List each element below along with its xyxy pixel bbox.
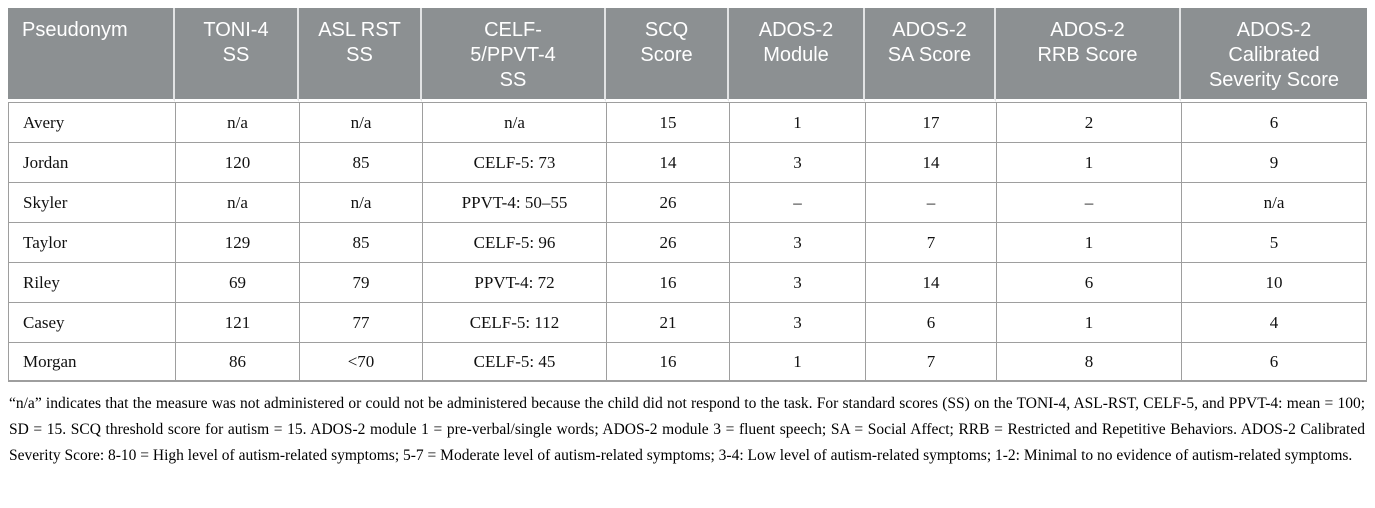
col-header-ados2-calibrated-severity-score: ADOS-2 Calibrated Severity Score — [1181, 8, 1367, 102]
cell-asl-rst-ss: 85 — [299, 142, 422, 182]
cell-pseudonym: Taylor — [8, 222, 175, 262]
cell-ados2-module: 3 — [729, 142, 865, 182]
cell-ados2-calibrated-severity-score: 4 — [1181, 302, 1367, 342]
cell-toni4-ss: n/a — [175, 102, 299, 142]
cell-asl-rst-ss: <70 — [299, 342, 422, 382]
cell-scq-score: 16 — [606, 262, 729, 302]
table-row-jordan: Jordan 120 85 CELF-5: 73 14 3 14 1 9 — [8, 142, 1367, 182]
cell-pseudonym: Jordan — [8, 142, 175, 182]
cell-toni4-ss: n/a — [175, 182, 299, 222]
table-row-morgan: Morgan 86 <70 CELF-5: 45 16 1 7 8 6 — [8, 342, 1367, 382]
cell-toni4-ss: 86 — [175, 342, 299, 382]
cell-scq-score: 26 — [606, 182, 729, 222]
cell-ados2-calibrated-severity-score: 5 — [1181, 222, 1367, 262]
table-header: Pseudonym TONI-4 SS ASL RST SS CELF- 5/P… — [8, 8, 1367, 102]
table-row-casey: Casey 121 77 CELF-5: 112 21 3 6 1 4 — [8, 302, 1367, 342]
cell-asl-rst-ss: n/a — [299, 182, 422, 222]
cell-ados2-sa-score: 14 — [865, 262, 996, 302]
cell-celf5-ppvt4-ss: PPVT-4: 72 — [422, 262, 606, 302]
cell-ados2-module: – — [729, 182, 865, 222]
cell-celf5-ppvt4-ss: CELF-5: 96 — [422, 222, 606, 262]
cell-asl-rst-ss: n/a — [299, 102, 422, 142]
cell-asl-rst-ss: 79 — [299, 262, 422, 302]
cell-ados2-module: 1 — [729, 342, 865, 382]
cell-asl-rst-ss: 85 — [299, 222, 422, 262]
cell-pseudonym: Casey — [8, 302, 175, 342]
cell-ados2-rrb-score: 1 — [996, 302, 1181, 342]
cell-celf5-ppvt4-ss: CELF-5: 112 — [422, 302, 606, 342]
cell-ados2-module: 3 — [729, 302, 865, 342]
cell-celf5-ppvt4-ss: PPVT-4: 50–55 — [422, 182, 606, 222]
cell-ados2-module: 3 — [729, 222, 865, 262]
cell-celf5-ppvt4-ss: n/a — [422, 102, 606, 142]
table-footnote: “n/a” indicates that the measure was not… — [9, 395, 1365, 464]
cell-scq-score: 14 — [606, 142, 729, 182]
col-header-ados2-module: ADOS-2 Module — [729, 8, 865, 102]
cell-ados2-rrb-score: 1 — [996, 222, 1181, 262]
cell-ados2-module: 3 — [729, 262, 865, 302]
cell-ados2-sa-score: 7 — [865, 222, 996, 262]
cell-ados2-rrb-score: – — [996, 182, 1181, 222]
table-row-riley: Riley 69 79 PPVT-4: 72 16 3 14 6 10 — [8, 262, 1367, 302]
cell-ados2-rrb-score: 8 — [996, 342, 1181, 382]
cell-toni4-ss: 129 — [175, 222, 299, 262]
col-header-ados2-sa-score: ADOS-2 SA Score — [865, 8, 996, 102]
col-header-scq-score: SCQ Score — [606, 8, 729, 102]
cell-pseudonym: Morgan — [8, 342, 175, 382]
cell-celf5-ppvt4-ss: CELF-5: 45 — [422, 342, 606, 382]
col-header-ados2-rrb-score: ADOS-2 RRB Score — [996, 8, 1181, 102]
cell-asl-rst-ss: 77 — [299, 302, 422, 342]
cell-celf5-ppvt4-ss: CELF-5: 73 — [422, 142, 606, 182]
participant-scores-table: Pseudonym TONI-4 SS ASL RST SS CELF- 5/P… — [8, 8, 1367, 382]
cell-ados2-calibrated-severity-score: 6 — [1181, 102, 1367, 142]
cell-ados2-sa-score: 14 — [865, 142, 996, 182]
cell-scq-score: 26 — [606, 222, 729, 262]
cell-toni4-ss: 69 — [175, 262, 299, 302]
paper-table-figure: Pseudonym TONI-4 SS ASL RST SS CELF- 5/P… — [8, 8, 1367, 464]
cell-ados2-module: 1 — [729, 102, 865, 142]
cell-ados2-calibrated-severity-score: 9 — [1181, 142, 1367, 182]
header-row: Pseudonym TONI-4 SS ASL RST SS CELF- 5/P… — [8, 8, 1367, 102]
cell-ados2-calibrated-severity-score: n/a — [1181, 182, 1367, 222]
cell-pseudonym: Skyler — [8, 182, 175, 222]
cell-ados2-rrb-score: 1 — [996, 142, 1181, 182]
table-body: Avery n/a n/a n/a 15 1 17 2 6 Jordan 120… — [8, 102, 1367, 382]
cell-ados2-sa-score: – — [865, 182, 996, 222]
col-header-asl-rst-ss: ASL RST SS — [299, 8, 422, 102]
cell-ados2-rrb-score: 2 — [996, 102, 1181, 142]
table-row-skyler: Skyler n/a n/a PPVT-4: 50–55 26 – – – n/… — [8, 182, 1367, 222]
cell-toni4-ss: 120 — [175, 142, 299, 182]
col-header-toni4-ss: TONI-4 SS — [175, 8, 299, 102]
cell-pseudonym: Avery — [8, 102, 175, 142]
col-header-pseudonym: Pseudonym — [8, 8, 175, 102]
cell-ados2-sa-score: 6 — [865, 302, 996, 342]
col-header-celf5-ppvt4-ss: CELF- 5/PPVT-4 SS — [422, 8, 606, 102]
cell-ados2-sa-score: 17 — [865, 102, 996, 142]
cell-ados2-sa-score: 7 — [865, 342, 996, 382]
table-row-taylor: Taylor 129 85 CELF-5: 96 26 3 7 1 5 — [8, 222, 1367, 262]
cell-ados2-calibrated-severity-score: 10 — [1181, 262, 1367, 302]
cell-pseudonym: Riley — [8, 262, 175, 302]
cell-scq-score: 15 — [606, 102, 729, 142]
table-row-avery: Avery n/a n/a n/a 15 1 17 2 6 — [8, 102, 1367, 142]
cell-ados2-rrb-score: 6 — [996, 262, 1181, 302]
cell-scq-score: 21 — [606, 302, 729, 342]
cell-scq-score: 16 — [606, 342, 729, 382]
cell-ados2-calibrated-severity-score: 6 — [1181, 342, 1367, 382]
cell-toni4-ss: 121 — [175, 302, 299, 342]
